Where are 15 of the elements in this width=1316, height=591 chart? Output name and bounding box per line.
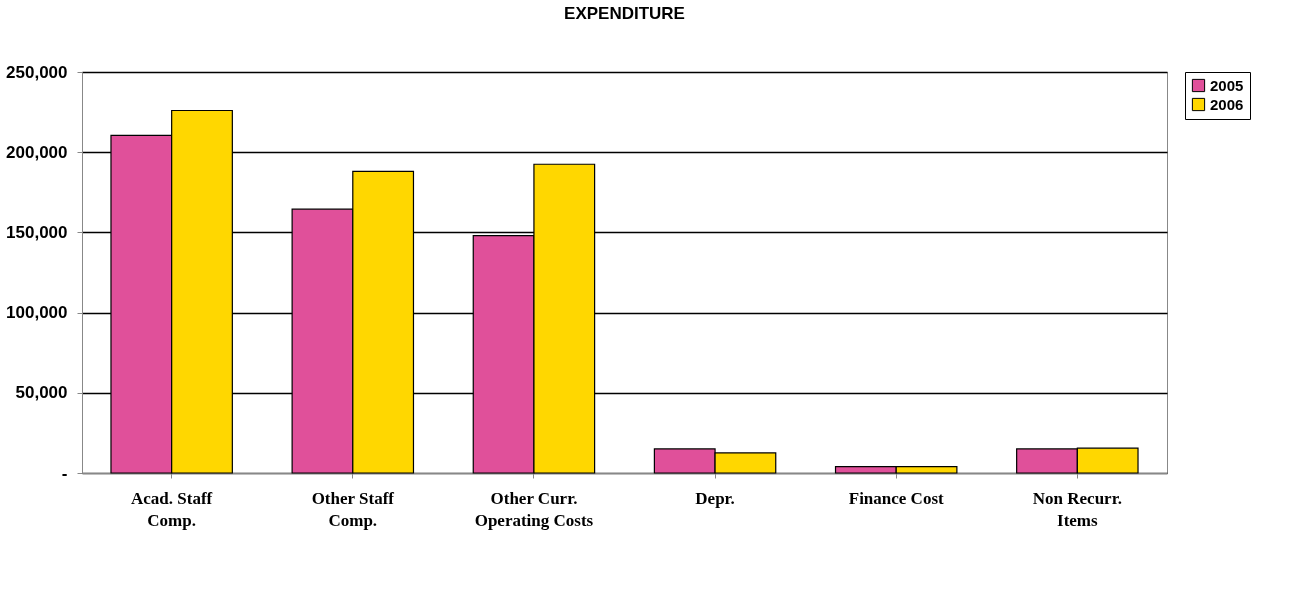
chart-title: EXPENDITURE: [564, 4, 685, 23]
legend-label: 2006: [1210, 95, 1244, 113]
x-tick-label: Depr.: [695, 488, 735, 508]
y-tick-label: -: [61, 463, 68, 483]
y-tick-label: 250,000: [6, 62, 68, 82]
legend-label: 2005: [1210, 76, 1244, 94]
y-tick-label: 50,000: [15, 383, 68, 403]
y-tick-label: 150,000: [6, 222, 68, 242]
x-tick-label: Acad. Staff Comp.: [131, 488, 213, 530]
x-tick-label: Other Curr. Operating Costs: [474, 488, 594, 530]
x-tick-label: Other Staff Comp.: [311, 488, 395, 530]
y-tick-label: 200,000: [6, 142, 68, 162]
y-tick-label: 100,000: [6, 303, 68, 323]
x-tick-label: Non Recurr. Items: [1032, 488, 1122, 530]
x-tick-label: Finance Cost: [848, 488, 944, 508]
